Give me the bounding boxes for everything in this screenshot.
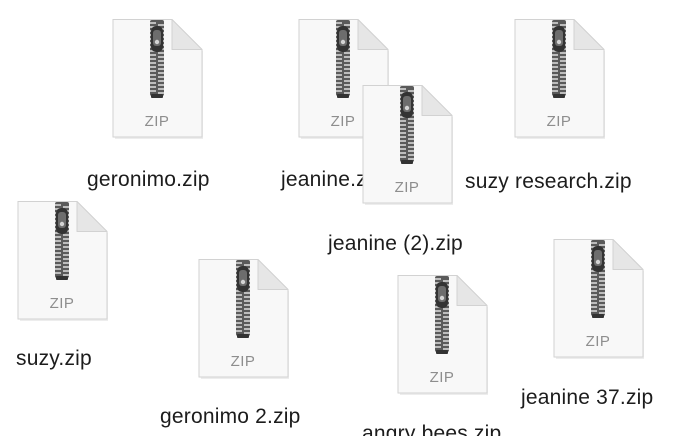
zipper-icon <box>55 202 69 280</box>
folded-corner <box>573 19 605 50</box>
zip-type-label: ZIP <box>50 295 75 312</box>
file-name-label[interactable]: jeanine 37.zip <box>521 386 654 409</box>
zipper-icon <box>150 20 164 98</box>
file-name-label[interactable]: angry bees.zip <box>362 422 502 436</box>
folded-corner <box>612 239 644 270</box>
file-name-label[interactable]: suzy research.zip <box>465 170 632 193</box>
zipper-icon <box>336 20 350 98</box>
file-name-label[interactable]: jeanine.zip <box>281 168 384 191</box>
zip-type-label: ZIP <box>395 179 420 196</box>
zip-type-label: ZIP <box>430 369 455 386</box>
zip-file-icon[interactable]: ZIP <box>360 84 456 208</box>
zipper-icon <box>552 20 566 98</box>
zip-file-icon[interactable]: ZIP <box>512 18 608 142</box>
folded-corner <box>456 275 488 306</box>
file-name-label[interactable]: geronimo 2.zip <box>160 405 301 428</box>
zip-type-label: ZIP <box>231 353 256 370</box>
zip-type-label: ZIP <box>586 333 611 350</box>
zip-file-icon[interactable]: ZIP <box>551 238 647 362</box>
folded-corner <box>76 201 108 232</box>
zip-file-icon[interactable]: ZIP <box>395 274 491 398</box>
folded-corner <box>171 19 203 50</box>
folded-corner <box>257 259 289 290</box>
zipper-icon <box>400 86 414 164</box>
zip-type-label: ZIP <box>331 113 356 130</box>
zipper-icon <box>236 260 250 338</box>
zip-type-label: ZIP <box>145 113 170 130</box>
zip-file-icon[interactable]: ZIP <box>110 18 206 142</box>
zip-file-icon[interactable]: ZIP <box>196 258 292 382</box>
file-name-label[interactable]: jeanine (2).zip <box>328 232 463 255</box>
zipper-icon <box>591 240 605 318</box>
file-name-label[interactable]: geronimo.zip <box>87 168 210 191</box>
zip-file-icon[interactable]: ZIP <box>15 200 111 324</box>
zipper-icon <box>435 276 449 354</box>
folded-corner <box>357 19 389 50</box>
file-name-label[interactable]: suzy.zip <box>16 347 92 370</box>
folded-corner <box>421 85 453 116</box>
zip-type-label: ZIP <box>547 113 572 130</box>
